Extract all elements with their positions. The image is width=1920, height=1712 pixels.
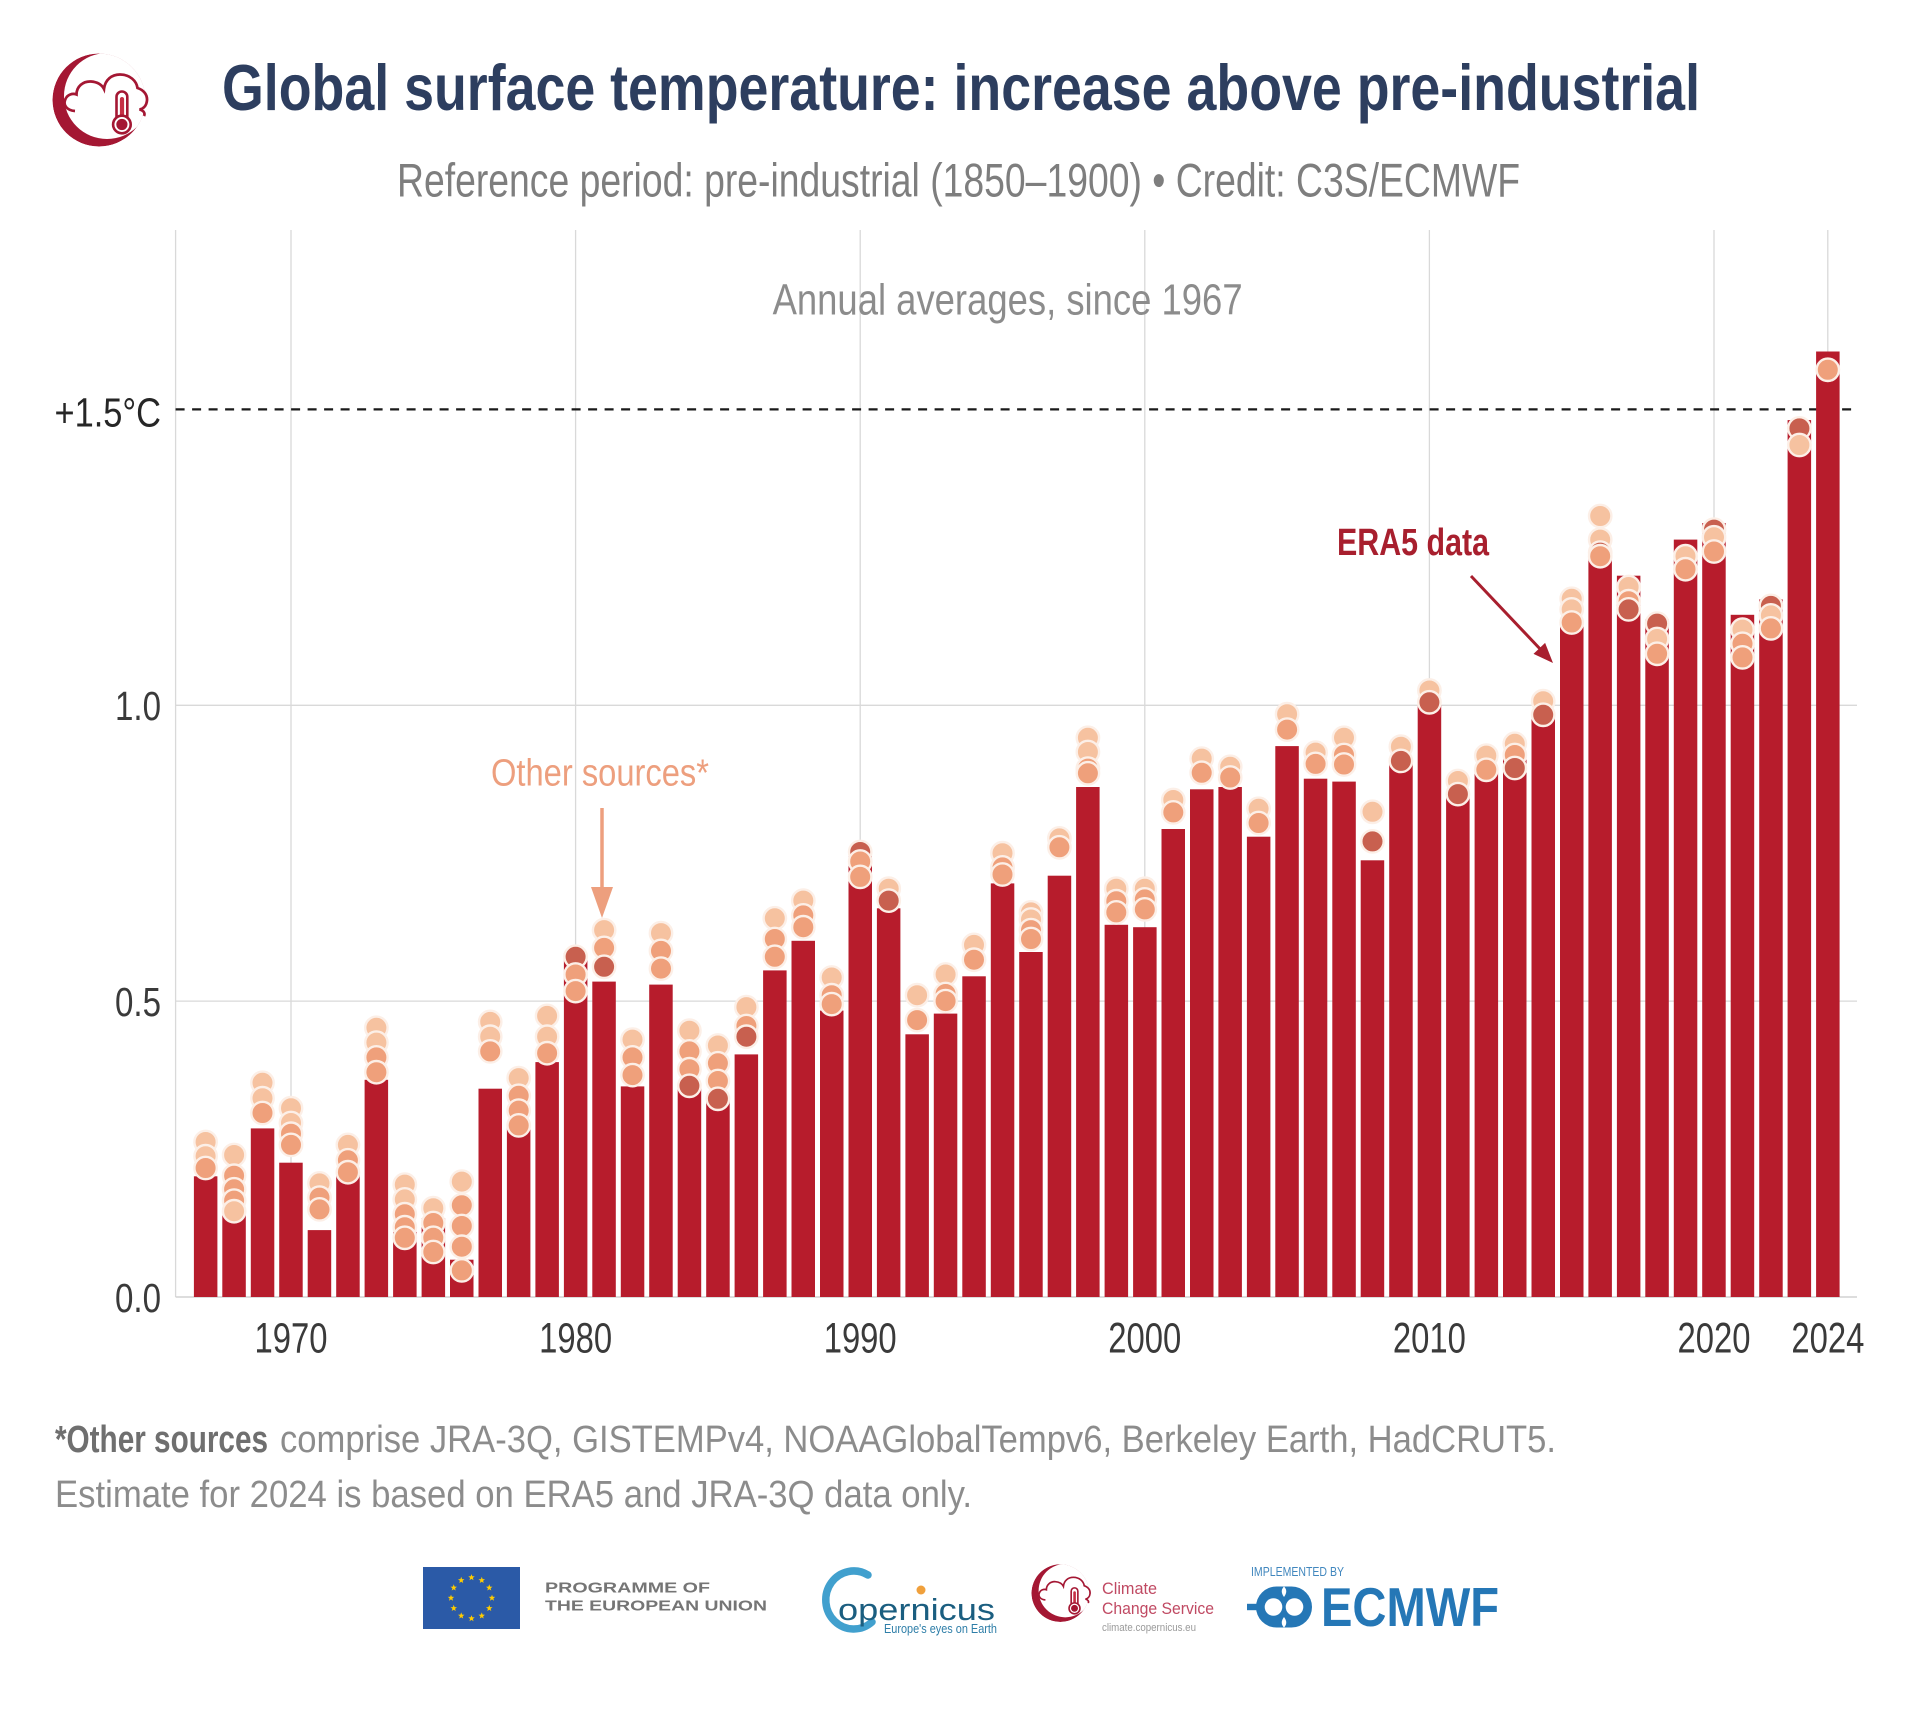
svg-text:2010: 2010 xyxy=(1393,1315,1466,1363)
svg-text:climate.copernicus.eu: climate.copernicus.eu xyxy=(1102,1622,1196,1634)
svg-text:IMPLEMENTED BY: IMPLEMENTED BY xyxy=(1251,1564,1344,1579)
svg-text:1970: 1970 xyxy=(255,1315,328,1363)
svg-text:opernicus: opernicus xyxy=(838,1592,995,1627)
svg-text:ECMWF: ECMWF xyxy=(1321,1576,1499,1638)
svg-text:PROGRAMME OF: PROGRAMME OF xyxy=(545,1579,710,1596)
svg-text:Change Service: Change Service xyxy=(1102,1600,1214,1618)
svg-text:2000: 2000 xyxy=(1108,1315,1181,1363)
svg-text:*Other sources: *Other sources xyxy=(55,1418,268,1461)
svg-text:1990: 1990 xyxy=(824,1315,897,1363)
svg-text:THE EUROPEAN UNION: THE EUROPEAN UNION xyxy=(545,1597,767,1614)
svg-text:0.0: 0.0 xyxy=(115,1275,161,1321)
svg-text:1.0: 1.0 xyxy=(115,683,161,729)
svg-text:Other sources*: Other sources* xyxy=(491,752,709,795)
svg-text:0.5: 0.5 xyxy=(115,979,161,1025)
svg-text:Europe's eyes on Earth: Europe's eyes on Earth xyxy=(884,1622,997,1636)
svg-text:Annual averages, since 1967: Annual averages, since 1967 xyxy=(773,276,1243,325)
svg-text:ERA5 data: ERA5 data xyxy=(1337,521,1490,563)
svg-text:2024: 2024 xyxy=(1791,1315,1864,1363)
svg-text:comprise JRA-3Q, GISTEMPv4, NO: comprise JRA-3Q, GISTEMPv4, NOAAGlobalTe… xyxy=(280,1418,1556,1461)
svg-text:2020: 2020 xyxy=(1678,1315,1751,1363)
svg-text:Estimate for 2024 is based on: Estimate for 2024 is based on ERA5 and J… xyxy=(55,1473,972,1516)
svg-text:Global surface temperature: in: Global surface temperature: increase abo… xyxy=(222,52,1700,124)
svg-text:+1.5°C: +1.5°C xyxy=(55,390,162,436)
svg-text:1980: 1980 xyxy=(539,1315,612,1363)
svg-text:Climate: Climate xyxy=(1102,1580,1157,1598)
svg-text:Reference period: pre-industri: Reference period: pre-industrial (1850–1… xyxy=(397,155,1520,208)
